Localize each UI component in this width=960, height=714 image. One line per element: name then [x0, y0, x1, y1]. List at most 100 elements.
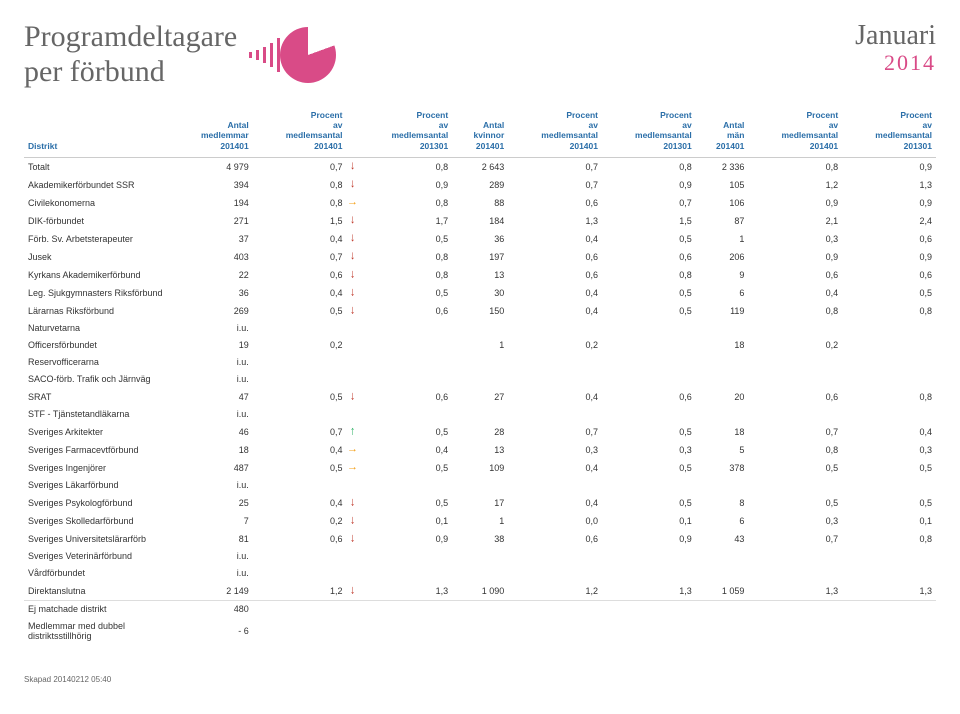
row-name: Förb. Sv. Arbetsterapeuter: [24, 230, 172, 248]
title-block: Programdeltagare per förbund: [24, 20, 336, 89]
data-cell: [253, 600, 347, 618]
trend-arrow-cell: ↓: [346, 388, 358, 406]
data-cell: 47: [172, 388, 253, 406]
data-cell: 46: [172, 423, 253, 441]
trend-arrow-cell: →: [346, 194, 358, 212]
data-cell: [358, 354, 452, 371]
row-name: Jusek: [24, 248, 172, 266]
data-cell: 1 059: [696, 582, 749, 601]
trend-arrow-cell: ↓: [346, 512, 358, 530]
data-cell: i.u.: [172, 406, 253, 423]
data-cell: 0,8: [253, 176, 347, 194]
data-cell: [696, 320, 749, 337]
data-cell: 0,1: [358, 512, 452, 530]
col-header: Procentavmedlemsantal201401: [508, 107, 602, 157]
table-row: Förb. Sv. Arbetsterapeuter370,4↓0,5360,4…: [24, 230, 936, 248]
month-label: Januari: [855, 20, 936, 52]
down-arrow-icon: ↓: [350, 269, 356, 281]
row-name: Totalt: [24, 157, 172, 176]
data-cell: [452, 406, 508, 423]
data-cell: 0,4: [253, 494, 347, 512]
data-cell: 1,3: [508, 212, 602, 230]
data-cell: 105: [696, 176, 749, 194]
data-cell: [602, 406, 696, 423]
col-header-trend: [346, 107, 358, 157]
table-row: Leg. Sjukgymnasters Riksförbund360,4↓0,5…: [24, 284, 936, 302]
data-cell: 0,5: [358, 230, 452, 248]
data-cell: 394: [172, 176, 253, 194]
data-cell: 30: [452, 284, 508, 302]
data-cell: 18: [696, 423, 749, 441]
data-cell: [452, 618, 508, 645]
title-line-2: per förbund: [24, 55, 165, 88]
data-cell: 0,9: [602, 176, 696, 194]
data-cell: 0,6: [358, 302, 452, 320]
data-cell: [358, 406, 452, 423]
header-decoration: [253, 27, 336, 83]
table-row: Kyrkans Akademikerförbund220,6↓0,8130,60…: [24, 266, 936, 284]
data-cell: [842, 548, 936, 565]
data-cell: 0,1: [602, 512, 696, 530]
table-row: Sveriges Läkarförbundi.u.: [24, 477, 936, 494]
table-row: DIK-förbundet2711,5↓1,71841,31,5872,12,4: [24, 212, 936, 230]
row-name: Sveriges Läkarförbund: [24, 477, 172, 494]
period-block: Januari 2014: [855, 20, 936, 76]
data-cell: [602, 477, 696, 494]
data-cell: [253, 371, 347, 388]
trend-arrow-cell: ↓: [346, 230, 358, 248]
data-cell: 0,8: [842, 388, 936, 406]
down-arrow-icon: ↓: [350, 251, 356, 263]
data-cell: 2,4: [842, 212, 936, 230]
data-cell: 0,2: [253, 337, 347, 354]
data-cell: 1,3: [602, 582, 696, 601]
data-cell: [253, 548, 347, 565]
data-cell: 2 336: [696, 157, 749, 176]
trend-arrow-cell: ↑: [346, 423, 358, 441]
down-arrow-icon: ↓: [350, 391, 356, 403]
data-cell: [748, 600, 842, 618]
data-cell: 0,4: [253, 230, 347, 248]
row-name: Sveriges Ingenjörer: [24, 459, 172, 477]
pie-icon: [280, 27, 336, 83]
data-cell: 2 643: [452, 157, 508, 176]
table-row: STF - Tjänstetandläkarnai.u.: [24, 406, 936, 423]
data-cell: 1: [696, 230, 749, 248]
data-cell: - 6: [172, 618, 253, 645]
row-name: Naturvetarna: [24, 320, 172, 337]
data-cell: [842, 600, 936, 618]
col-header: Procentavmedlemsantal201401: [748, 107, 842, 157]
footer-timestamp: Skapad 20140212 05:40: [24, 675, 936, 684]
data-cell: [748, 565, 842, 582]
data-cell: 0,6: [602, 248, 696, 266]
data-cell: [602, 371, 696, 388]
stripes-icon: [249, 38, 280, 72]
data-cell: [696, 354, 749, 371]
data-cell: [748, 618, 842, 645]
right-arrow-icon: →: [347, 197, 358, 208]
data-cell: [696, 600, 749, 618]
data-cell: [358, 320, 452, 337]
data-cell: 0,4: [508, 302, 602, 320]
data-cell: 0,8: [358, 266, 452, 284]
up-arrow-icon: ↑: [350, 426, 356, 438]
data-cell: [253, 618, 347, 645]
col-header-distrikt: Distrikt: [24, 107, 172, 157]
data-cell: 106: [696, 194, 749, 212]
data-cell: 36: [172, 284, 253, 302]
data-cell: 18: [172, 441, 253, 459]
data-cell: 0,5: [602, 423, 696, 441]
row-name: Reservofficerarna: [24, 354, 172, 371]
page-title: Programdeltagare per förbund: [24, 20, 237, 89]
data-cell: 1,3: [842, 176, 936, 194]
data-cell: 0,3: [748, 512, 842, 530]
data-cell: 0,8: [358, 248, 452, 266]
table-row: Totalt4 9790,7↓0,82 6430,70,82 3360,80,9: [24, 157, 936, 176]
data-cell: 1,3: [842, 582, 936, 601]
data-cell: 0,5: [602, 284, 696, 302]
data-cell: 4 979: [172, 157, 253, 176]
row-name: Sveriges Veterinärförbund: [24, 548, 172, 565]
data-cell: 27: [452, 388, 508, 406]
data-cell: [842, 565, 936, 582]
data-cell: 0,7: [748, 423, 842, 441]
data-cell: 1,2: [253, 582, 347, 601]
